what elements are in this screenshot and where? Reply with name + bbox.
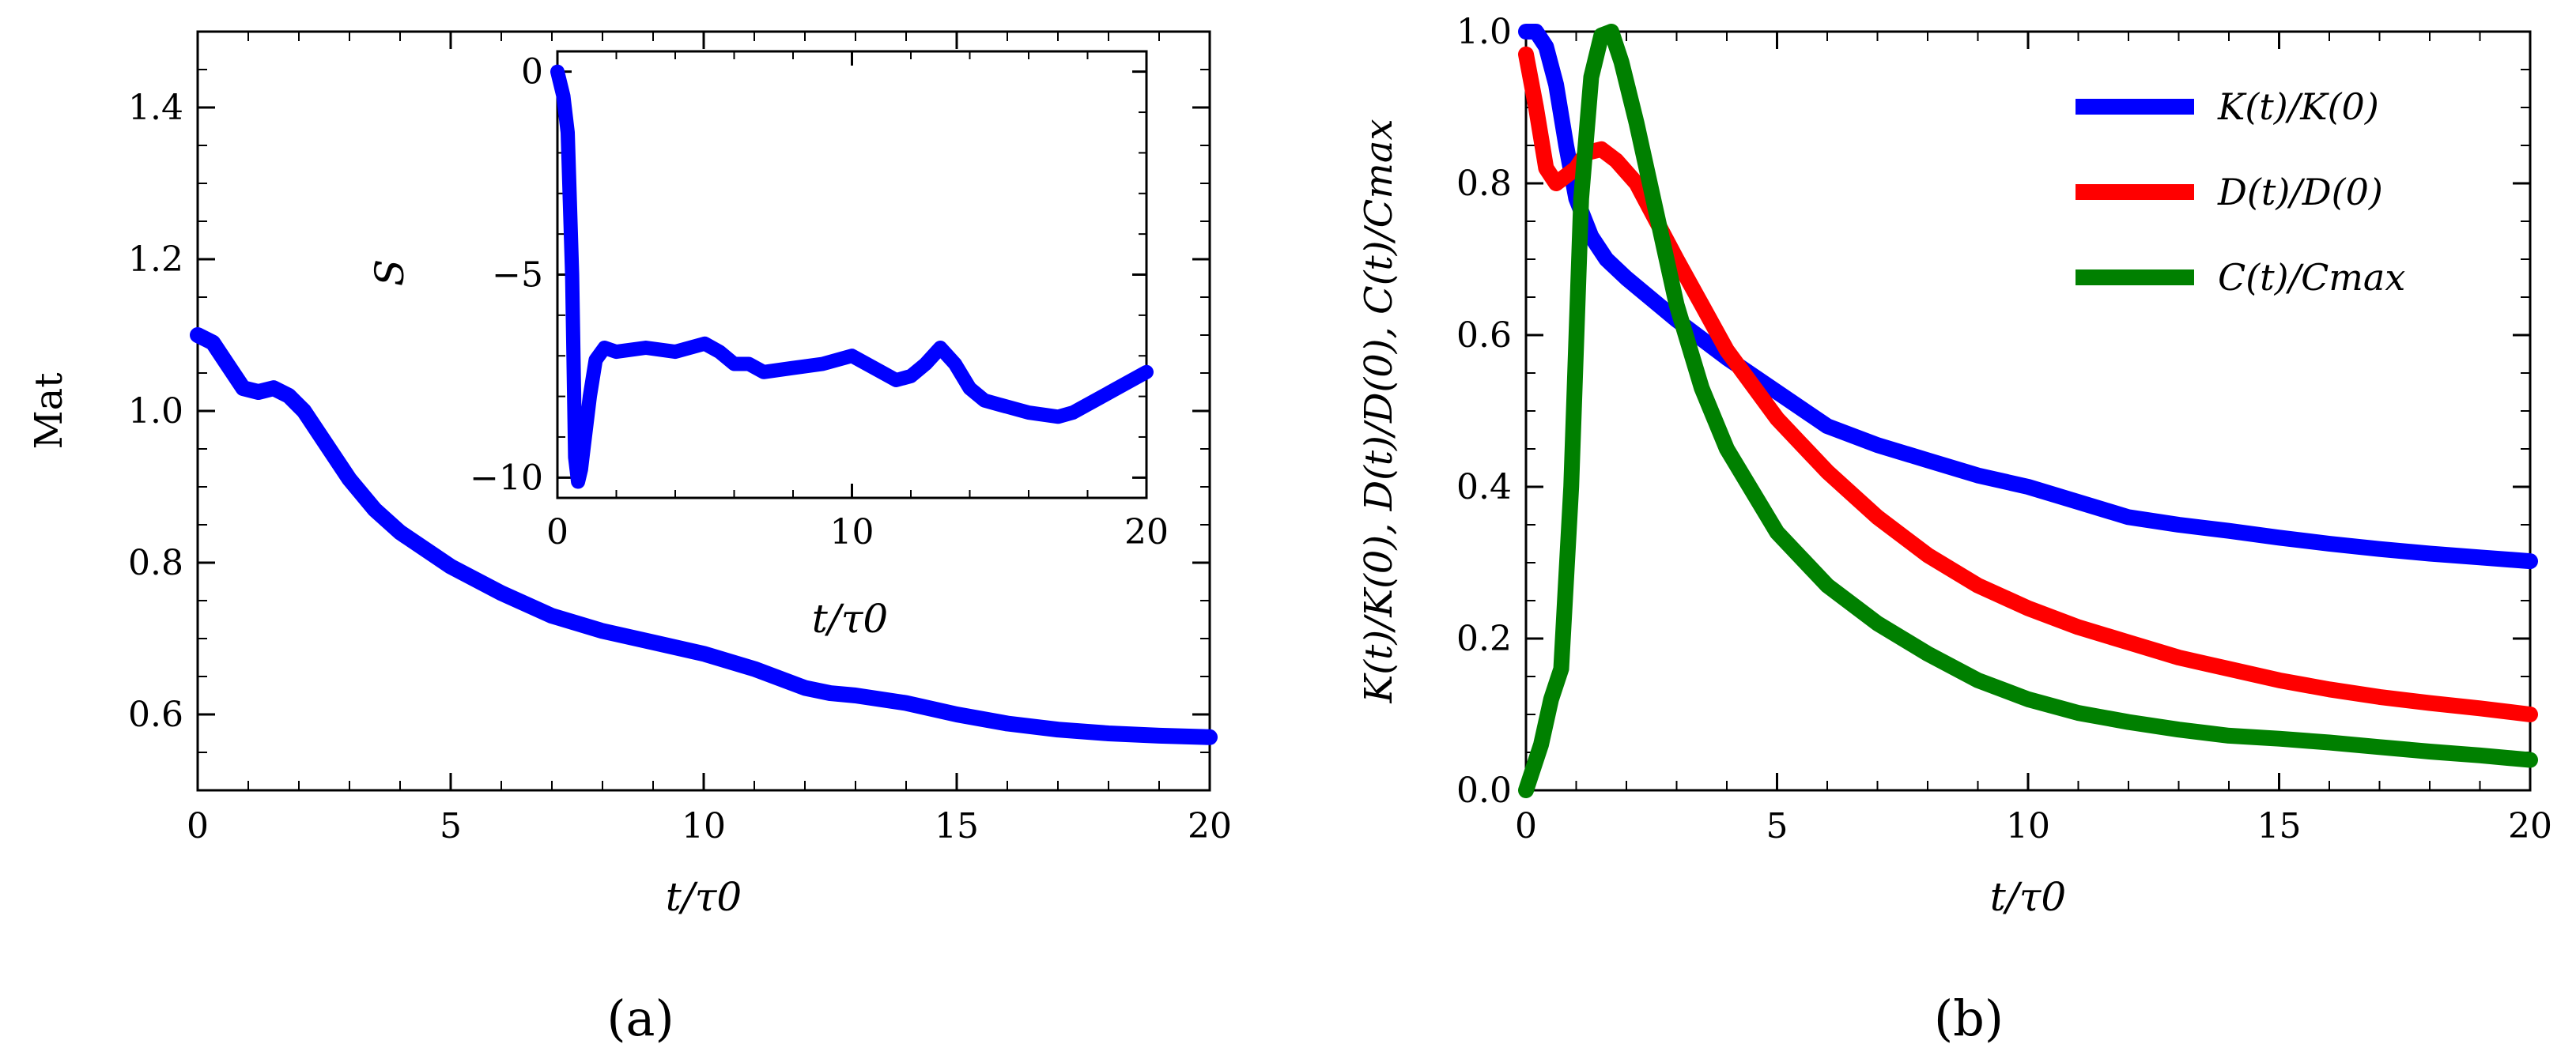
legend-label-0: K(t)/K(0) <box>2217 85 2379 128</box>
x-tick-label: 10 <box>2006 806 2050 846</box>
x-tick-label: 20 <box>1124 512 1169 552</box>
panel-b-ticks: 0 5 10 15 20 0.0 0.2 0.4 0.6 0.8 1.0 <box>1456 12 2552 846</box>
inset-xlabel: t/τ0 <box>812 596 888 642</box>
y-tick-label: 0.0 <box>1456 771 1512 811</box>
series-line-2 <box>1518 24 2538 798</box>
panel-b-legend: K(t)/K(0) D(t)/D(0) C(t)/Cmax <box>2076 85 2405 299</box>
panel-a: 0 5 10 15 20 0.6 0.8 1.0 1.2 1.4 t/τ0 Mat (a) <box>27 30 1232 1047</box>
y-tick-label: 1.2 <box>128 239 183 280</box>
y-tick-label: 1.0 <box>128 391 183 432</box>
inset-ylabel: S <box>367 259 413 286</box>
y-tick-label: 0.4 <box>1456 467 1512 507</box>
y-tick-label: 0.2 <box>1456 619 1512 659</box>
y-tick-label: 0.6 <box>128 695 183 735</box>
panel-b: 0 5 10 15 20 0.0 0.2 0.4 0.6 0.8 1.0 t/τ0 K(t)/K(0… <box>1357 12 2552 1047</box>
series-line-0 <box>1518 24 2538 570</box>
x-tick-label: 20 <box>2508 806 2552 846</box>
y-tick-label: 1.4 <box>128 88 183 128</box>
inset-frame <box>556 50 1148 499</box>
y-tick-label: 0 <box>521 52 543 92</box>
x-tick-label: 5 <box>440 806 462 846</box>
panel-b-series <box>1518 24 2538 798</box>
y-tick-label: 1.0 <box>1456 12 1512 52</box>
series-line-0 <box>550 64 1154 489</box>
panel-a-ticks: 0 5 10 15 20 0.6 0.8 1.0 1.2 1.4 <box>128 31 1232 846</box>
panel-b-frame <box>1524 30 2532 792</box>
inset-plot: 0 10 20 0 −5 −10 t/τ0 S <box>367 50 1169 642</box>
x-tick-label: 20 <box>1188 806 1232 846</box>
panel-a-series <box>190 327 1218 745</box>
x-tick-label: 5 <box>1766 806 1788 846</box>
panel-b-label: (b) <box>1934 989 2004 1047</box>
panel-a-ylabel: Mat <box>27 372 71 449</box>
panel-a-xlabel: t/τ0 <box>666 874 742 920</box>
y-tick-label: −10 <box>470 458 543 498</box>
inset-series <box>550 64 1154 489</box>
series-line-1 <box>1518 46 2538 722</box>
y-tick-label: 0.6 <box>1456 315 1512 356</box>
x-tick-label: 0 <box>187 806 209 846</box>
inset-ticks: 0 10 20 0 −5 −10 <box>470 51 1169 552</box>
x-tick-label: 10 <box>682 806 726 846</box>
y-tick-label: 0.8 <box>128 543 183 583</box>
panel-b-xlabel: t/τ0 <box>1990 874 2066 920</box>
x-tick-label: 15 <box>935 806 979 846</box>
legend-label-1: D(t)/D(0) <box>2217 171 2383 213</box>
panel-a-label: (a) <box>606 989 674 1047</box>
y-tick-label: −5 <box>492 255 543 296</box>
legend-label-2: C(t)/Cmax <box>2218 256 2405 299</box>
x-tick-label: 0 <box>1515 806 1537 846</box>
y-tick-label: 0.8 <box>1456 164 1512 204</box>
series-line-0 <box>190 327 1218 745</box>
x-tick-label: 15 <box>2257 806 2302 846</box>
x-tick-label: 0 <box>546 512 568 552</box>
panel-b-ylabel: K(t)/K(0), D(t)/D(0), C(t)/Cmax <box>1357 119 1401 703</box>
x-tick-label: 10 <box>830 512 874 552</box>
